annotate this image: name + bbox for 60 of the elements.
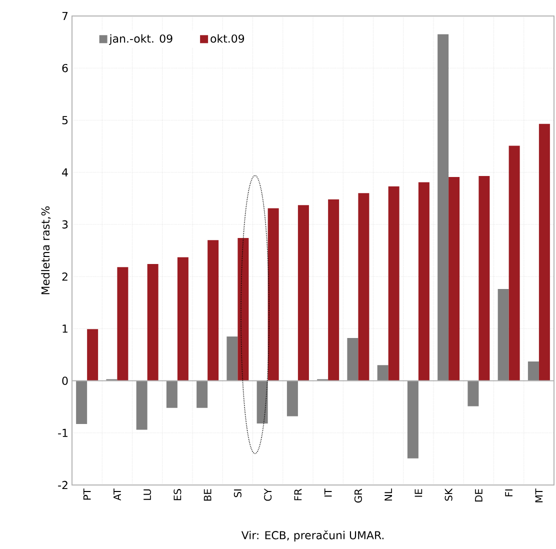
x-tick-label: SK [444, 488, 452, 501]
legend-label: okt.09 [210, 34, 244, 43]
y-tick-label: 6 [62, 64, 68, 72]
x-tick-label: IE [414, 489, 422, 497]
bar [438, 34, 449, 381]
bar [256, 380, 268, 424]
bar [358, 193, 370, 381]
x-tick-label: CY [264, 488, 272, 501]
y-tick-label: -2 [58, 480, 68, 490]
x-tick-label: SI [234, 489, 242, 498]
bar [468, 380, 479, 406]
x-tick-label: MT [535, 488, 543, 502]
y-tick-label: 7 [62, 12, 68, 20]
bar [87, 329, 98, 381]
bar [177, 257, 188, 381]
y-tick-label: 1 [62, 324, 68, 333]
legend-label: jan.-okt. 09 [109, 34, 172, 45]
bar [268, 208, 279, 381]
x-tick-label: PT [83, 488, 91, 500]
bar [328, 199, 340, 381]
bar [508, 146, 520, 381]
bar [147, 264, 158, 381]
x-tick-label: ES [174, 489, 182, 500]
x-tick-label: GR [354, 488, 362, 503]
bar [388, 186, 400, 381]
bar [286, 380, 298, 416]
bar [347, 338, 358, 381]
bar [478, 176, 490, 381]
y-axis-title: Medletna rast,% [41, 206, 51, 294]
bar [226, 336, 238, 381]
x-tick-label: FI [505, 489, 512, 496]
x-tick-label: DE [475, 489, 482, 502]
bar [448, 177, 460, 381]
y-tick-label: 5 [62, 116, 68, 124]
bar [76, 380, 88, 424]
bar [528, 361, 539, 381]
y-tick-label: 0 [62, 376, 68, 385]
x-tick-label: FR [294, 488, 302, 500]
bar [418, 182, 430, 381]
bar [377, 365, 388, 381]
x-tick-label: AT [114, 488, 121, 501]
text: Vir: ECB, preračuni UMAR. [241, 530, 384, 542]
bar [117, 267, 128, 381]
y-tick-label: 4 [62, 168, 68, 176]
bar [196, 380, 208, 408]
x-tick-label: LU [144, 489, 152, 500]
bar [298, 205, 309, 381]
bar [208, 240, 219, 381]
x-tick-label: NL [384, 488, 392, 501]
bar [166, 380, 178, 408]
bar [538, 124, 550, 381]
y-tick-label: 3 [62, 220, 68, 229]
bar [238, 238, 249, 381]
y-tick-label: 2 [62, 272, 68, 281]
x-tick-label: IT [324, 488, 332, 497]
bar [407, 380, 418, 458]
bar [498, 289, 509, 381]
y-tick-label: -1 [58, 428, 68, 437]
x-tick-label: BE [204, 489, 212, 501]
bar [136, 380, 148, 430]
